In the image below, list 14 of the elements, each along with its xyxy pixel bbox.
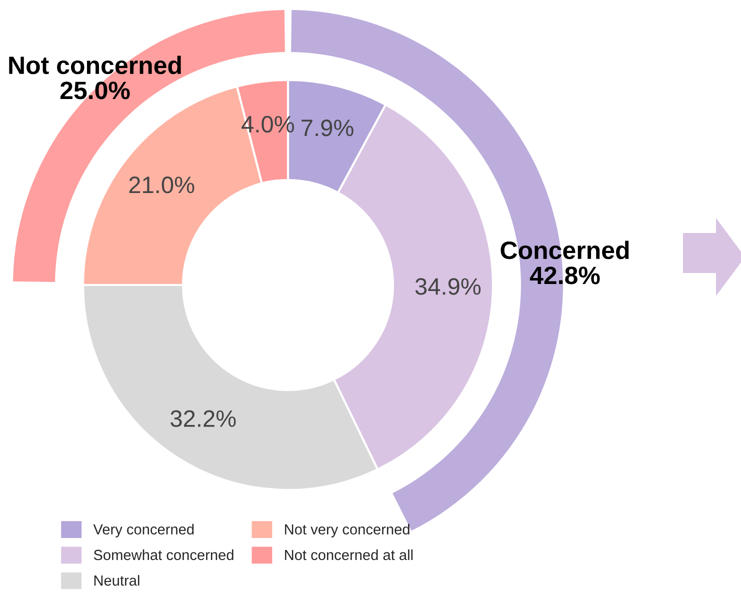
legend-label: Neutral	[94, 575, 140, 586]
data-label: 25.0%	[60, 82, 130, 100]
legend-label: Not very concerned	[285, 524, 410, 538]
text: Concerned	[500, 240, 629, 260]
data-label: 32.2%	[170, 410, 236, 427]
text: Not concerned	[9, 56, 181, 74]
data-label: 21.0%	[129, 176, 194, 194]
data-label: 4.0%	[242, 116, 294, 133]
data-label: 34.9%	[415, 278, 481, 295]
data-label: 7.9%	[302, 120, 354, 136]
legend-label: Not concerned at all	[285, 549, 413, 560]
data-label: 42.8%	[530, 266, 600, 284]
legend-label: Somewhat concerned	[94, 549, 234, 560]
legend-label: Very concerned	[93, 524, 194, 538]
